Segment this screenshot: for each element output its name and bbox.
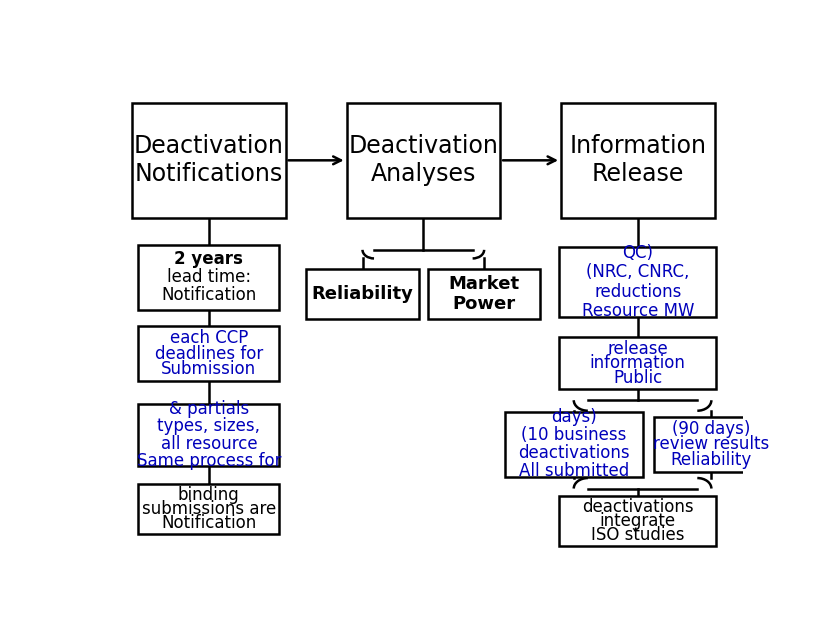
Text: deadlines for: deadlines for	[154, 345, 263, 363]
Text: Reliability: Reliability	[671, 451, 752, 469]
Text: information: information	[590, 354, 686, 372]
Text: all resource: all resource	[160, 435, 257, 453]
Text: submissions are: submissions are	[142, 500, 276, 518]
Bar	[654, 417, 769, 472]
Bar	[559, 337, 716, 389]
Text: Reliability: Reliability	[311, 285, 414, 303]
Text: (NRC, CNRC,: (NRC, CNRC,	[586, 264, 690, 281]
Bar	[347, 103, 501, 218]
Text: Notification: Notification	[161, 286, 257, 304]
Text: Submission: Submission	[161, 360, 256, 378]
Text: Deactivation
Analyses: Deactivation Analyses	[349, 135, 498, 186]
Text: binding: binding	[178, 486, 240, 504]
Text: (90 days): (90 days)	[672, 420, 751, 438]
Text: Information
Release: Information Release	[569, 135, 706, 186]
Text: review results: review results	[653, 435, 770, 453]
Text: days): days)	[551, 409, 596, 427]
Bar	[505, 412, 643, 477]
Text: 2 years: 2 years	[174, 250, 244, 268]
Bar	[428, 269, 540, 319]
Bar	[132, 103, 286, 218]
Bar	[559, 496, 716, 546]
Text: Resource MW: Resource MW	[582, 302, 694, 320]
Text: release: release	[607, 340, 668, 358]
Text: Notification: Notification	[161, 514, 257, 532]
Bar	[306, 269, 419, 319]
Text: deactivations: deactivations	[582, 498, 694, 516]
Text: QC): QC)	[622, 244, 653, 262]
Text: Market
Power: Market Power	[449, 275, 520, 313]
Text: lead time:: lead time:	[167, 268, 251, 286]
Bar	[561, 103, 714, 218]
Text: deactivations: deactivations	[518, 445, 629, 463]
Bar	[139, 484, 279, 534]
Text: Public: Public	[613, 369, 662, 387]
Bar	[139, 404, 279, 466]
Bar	[559, 247, 716, 317]
Text: integrate: integrate	[600, 512, 676, 529]
Text: (10 business: (10 business	[521, 427, 626, 445]
Bar	[139, 326, 279, 381]
Text: ISO studies: ISO studies	[591, 526, 685, 544]
Bar	[139, 245, 279, 309]
Text: reductions: reductions	[594, 283, 681, 301]
Text: each CCP: each CCP	[169, 329, 248, 347]
Text: & partials: & partials	[169, 400, 249, 418]
Text: Same process for: Same process for	[136, 452, 281, 470]
Text: types, sizes,: types, sizes,	[158, 417, 260, 435]
Text: All submitted: All submitted	[519, 463, 629, 480]
Text: Deactivation
Notifications: Deactivation Notifications	[134, 135, 284, 186]
